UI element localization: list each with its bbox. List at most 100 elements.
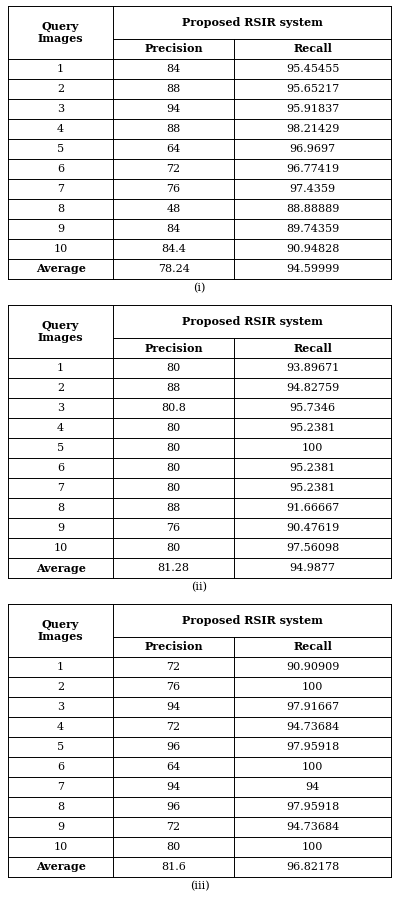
Text: 94.9877: 94.9877 (290, 563, 336, 573)
Text: 88: 88 (166, 383, 181, 393)
Text: 76: 76 (167, 682, 181, 692)
Text: 4: 4 (57, 423, 64, 433)
Text: Query
Images: Query Images (38, 320, 83, 343)
Text: 7: 7 (57, 184, 64, 194)
Text: 72: 72 (167, 722, 181, 732)
Text: Average: Average (36, 263, 86, 274)
Text: 1: 1 (57, 662, 64, 672)
Text: 3: 3 (57, 104, 64, 114)
Text: Average: Average (36, 862, 86, 873)
Text: 2: 2 (57, 383, 64, 393)
Text: 81.6: 81.6 (161, 862, 186, 872)
Text: 94: 94 (166, 104, 181, 114)
Text: 80: 80 (166, 842, 181, 852)
Text: 97.95918: 97.95918 (286, 742, 339, 752)
Text: 88: 88 (166, 503, 181, 513)
Text: 6: 6 (57, 762, 64, 772)
Text: 93.89671: 93.89671 (286, 363, 339, 373)
Text: 95.91837: 95.91837 (286, 104, 339, 114)
Text: 80: 80 (166, 463, 181, 473)
Text: 95.65217: 95.65217 (286, 84, 339, 94)
Text: 100: 100 (302, 682, 323, 692)
Text: 95.2381: 95.2381 (289, 463, 336, 473)
Text: 95.2381: 95.2381 (289, 483, 336, 493)
Text: 72: 72 (167, 662, 181, 672)
Text: 48: 48 (166, 204, 181, 214)
Text: 72: 72 (167, 822, 181, 832)
Text: 94: 94 (166, 782, 181, 792)
Text: 3: 3 (57, 403, 64, 413)
Text: 80: 80 (166, 483, 181, 493)
Text: 72: 72 (167, 164, 181, 174)
Text: 97.95918: 97.95918 (286, 802, 339, 812)
Text: 89.74359: 89.74359 (286, 224, 339, 234)
Text: Query
Images: Query Images (38, 21, 83, 44)
Text: 76: 76 (167, 523, 181, 533)
Text: Average: Average (36, 562, 86, 574)
Text: 64: 64 (166, 762, 181, 772)
Text: 1: 1 (57, 64, 64, 74)
Text: 5: 5 (57, 144, 64, 154)
Text: Precision: Precision (144, 44, 203, 54)
Text: 94: 94 (166, 702, 181, 712)
Text: 94.59999: 94.59999 (286, 264, 339, 274)
Text: 97.56098: 97.56098 (286, 543, 339, 553)
Text: 94.82759: 94.82759 (286, 383, 339, 393)
Text: 94: 94 (305, 782, 320, 792)
Text: Query
Images: Query Images (38, 618, 83, 642)
Text: 96: 96 (166, 802, 181, 812)
Text: 80: 80 (166, 443, 181, 453)
Text: 94.73684: 94.73684 (286, 722, 339, 732)
Text: 9: 9 (57, 224, 64, 234)
Text: 100: 100 (302, 762, 323, 772)
Text: 10: 10 (53, 543, 68, 553)
Text: 1: 1 (57, 363, 64, 373)
Text: 88.88889: 88.88889 (286, 204, 339, 214)
Text: 2: 2 (57, 84, 64, 94)
Text: 90.94828: 90.94828 (286, 244, 339, 254)
Text: 91.66667: 91.66667 (286, 503, 339, 513)
Text: 84: 84 (166, 64, 181, 74)
Text: 7: 7 (57, 782, 64, 792)
Text: Proposed RSIR system: Proposed RSIR system (182, 316, 323, 327)
Text: 95.7346: 95.7346 (289, 403, 336, 413)
Text: 96.82178: 96.82178 (286, 862, 339, 872)
Text: 8: 8 (57, 503, 64, 513)
Text: Precision: Precision (144, 342, 203, 353)
Text: 4: 4 (57, 124, 64, 134)
Text: 80: 80 (166, 363, 181, 373)
Text: 96.77419: 96.77419 (286, 164, 339, 174)
Text: 7: 7 (57, 483, 64, 493)
Text: 100: 100 (302, 842, 323, 852)
Text: 6: 6 (57, 164, 64, 174)
Text: 84: 84 (166, 224, 181, 234)
Text: 76: 76 (167, 184, 181, 194)
Text: 97.91667: 97.91667 (286, 702, 339, 712)
Text: 9: 9 (57, 822, 64, 832)
Text: Recall: Recall (293, 44, 332, 54)
Text: 84.4: 84.4 (161, 244, 186, 254)
Text: 8: 8 (57, 204, 64, 214)
Text: 96: 96 (166, 742, 181, 752)
Text: 98.21429: 98.21429 (286, 124, 339, 134)
Text: 95.2381: 95.2381 (289, 423, 336, 433)
Text: (i): (i) (193, 283, 206, 293)
Text: Proposed RSIR system: Proposed RSIR system (182, 17, 323, 28)
Text: 4: 4 (57, 722, 64, 732)
Text: 90.90909: 90.90909 (286, 662, 339, 672)
Text: 88: 88 (166, 124, 181, 134)
Text: 80.8: 80.8 (161, 403, 186, 413)
Text: Recall: Recall (293, 342, 332, 353)
Text: 5: 5 (57, 742, 64, 752)
Text: 80: 80 (166, 423, 181, 433)
Text: 8: 8 (57, 802, 64, 812)
Text: (ii): (ii) (192, 582, 207, 592)
Text: (iii): (iii) (190, 881, 209, 891)
Text: 2: 2 (57, 682, 64, 692)
Text: Recall: Recall (293, 641, 332, 653)
Text: 9: 9 (57, 523, 64, 533)
Text: 78.24: 78.24 (158, 264, 190, 274)
Text: 96.9697: 96.9697 (289, 144, 336, 154)
Text: 6: 6 (57, 463, 64, 473)
Text: 97.4359: 97.4359 (289, 184, 336, 194)
